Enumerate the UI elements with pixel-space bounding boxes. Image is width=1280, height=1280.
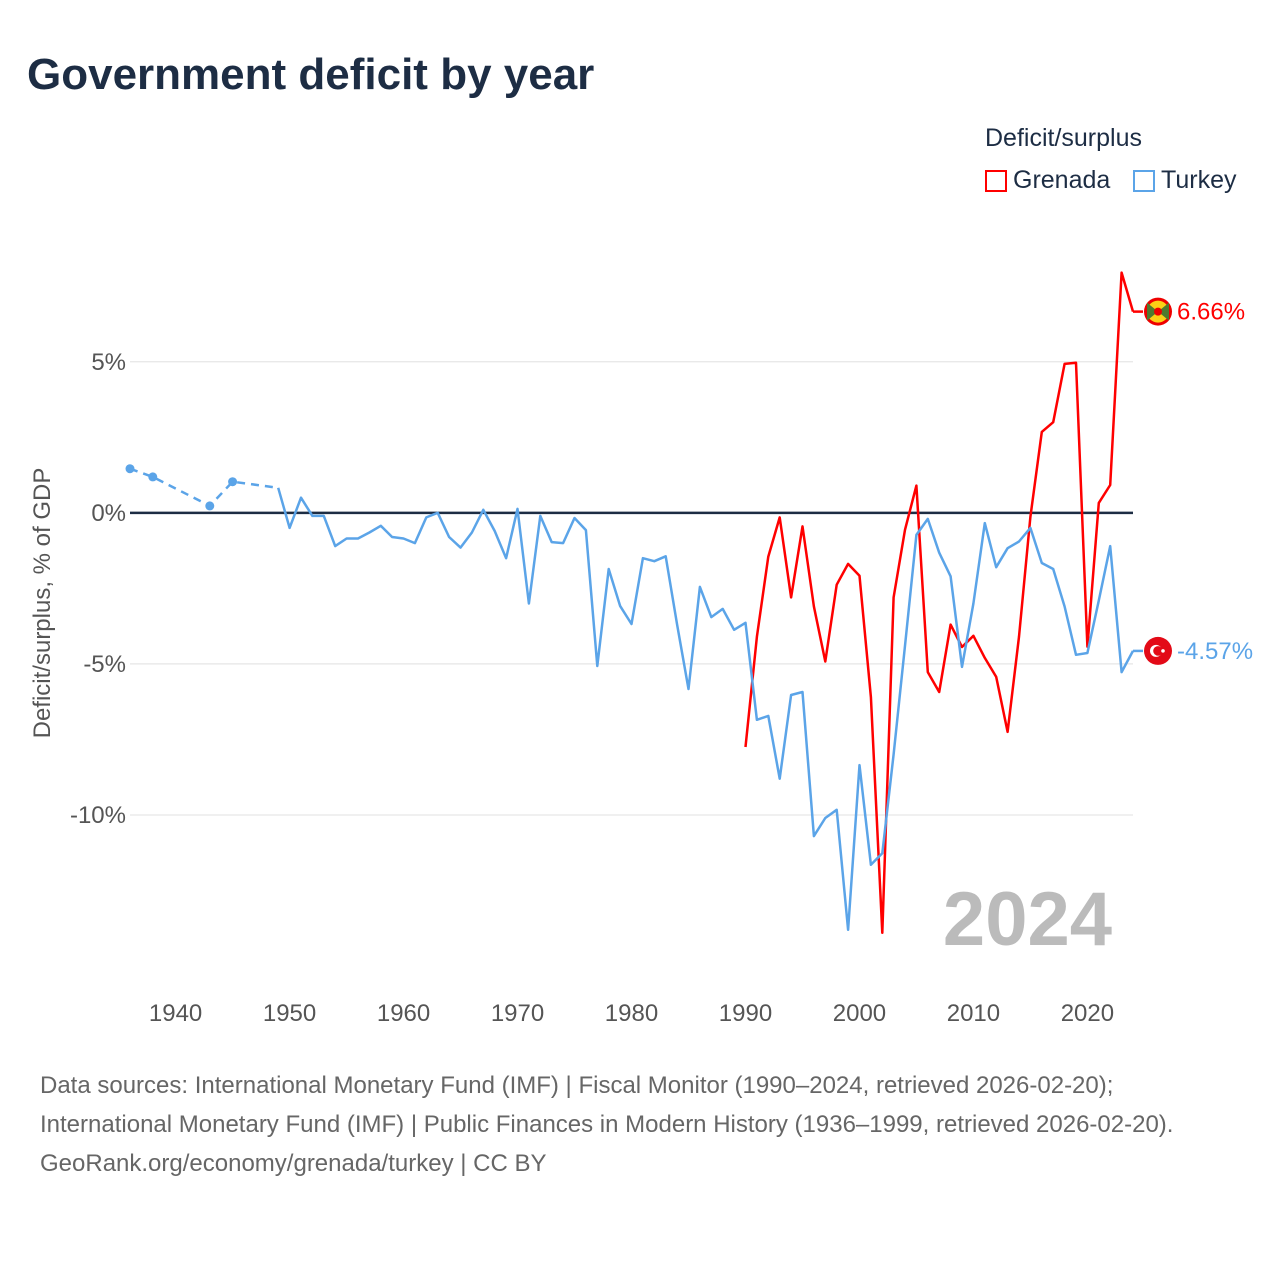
x-tick-label: 1980 [605,1000,658,1027]
data-point-turkey [205,501,215,511]
legend-title: Deficit/surplus [985,124,1142,152]
page-title: Government deficit by year [27,50,595,99]
series-turkey-line [276,487,1135,932]
plot-area: 5% 0% -5% -10% 1940 1950 1960 1970 1980 1990 2000 2… [29,271,1253,1027]
x-tick-label: 1940 [149,1000,202,1027]
flag-center [1154,307,1162,316]
credit-link[interactable]: GeoRank.org/economy/grenada/turkey | CC … [40,1150,547,1177]
x-tick-label: 2000 [833,1000,886,1027]
x-tick-label: 1970 [491,1000,544,1027]
data-point-turkey [228,477,238,487]
y-axis-label: Deficit/surplus, % of GDP [29,468,56,739]
x-tick-label: 2010 [947,1000,1000,1027]
turkey-flag-icon [1144,636,1172,665]
legend-item-grenada[interactable]: Grenada [985,166,1110,195]
x-tick-label: 1950 [263,1000,316,1027]
legend-label-turkey: Turkey [1161,166,1237,194]
flag-triangle [1147,302,1158,321]
data-point-turkey [125,464,135,474]
x-tick-label: 1990 [719,1000,772,1027]
y-tick-label: 5% [91,349,126,376]
y-tick-label: 0% [91,500,126,527]
x-tick-label: 2020 [1061,1000,1114,1027]
footer: Data sources: International Monetary Fun… [40,1066,1240,1183]
data-point-turkey [148,472,158,482]
data-sources: Data sources: International Monetary Fun… [40,1072,1174,1138]
legend-swatch-turkey [1133,169,1155,192]
legend-swatch-grenada [985,169,1007,192]
flag-crescent-cut [1153,646,1163,656]
flag-star [1161,649,1165,653]
flag-triangle [1158,302,1169,321]
series-grenada-line [744,271,1135,935]
grenada-flag-icon [1144,297,1172,326]
y-tick-label: -10% [70,802,126,829]
year-watermark: 2024 [943,877,1112,962]
legend-label-grenada: Grenada [1013,166,1111,194]
x-tick-label: 1960 [377,1000,430,1027]
legend-item-turkey[interactable]: Turkey [1133,166,1236,195]
y-tick-label: -5% [83,651,126,678]
end-label-turkey: -4.57% [1177,638,1253,665]
end-label-grenada: 6.66% [1177,299,1245,326]
